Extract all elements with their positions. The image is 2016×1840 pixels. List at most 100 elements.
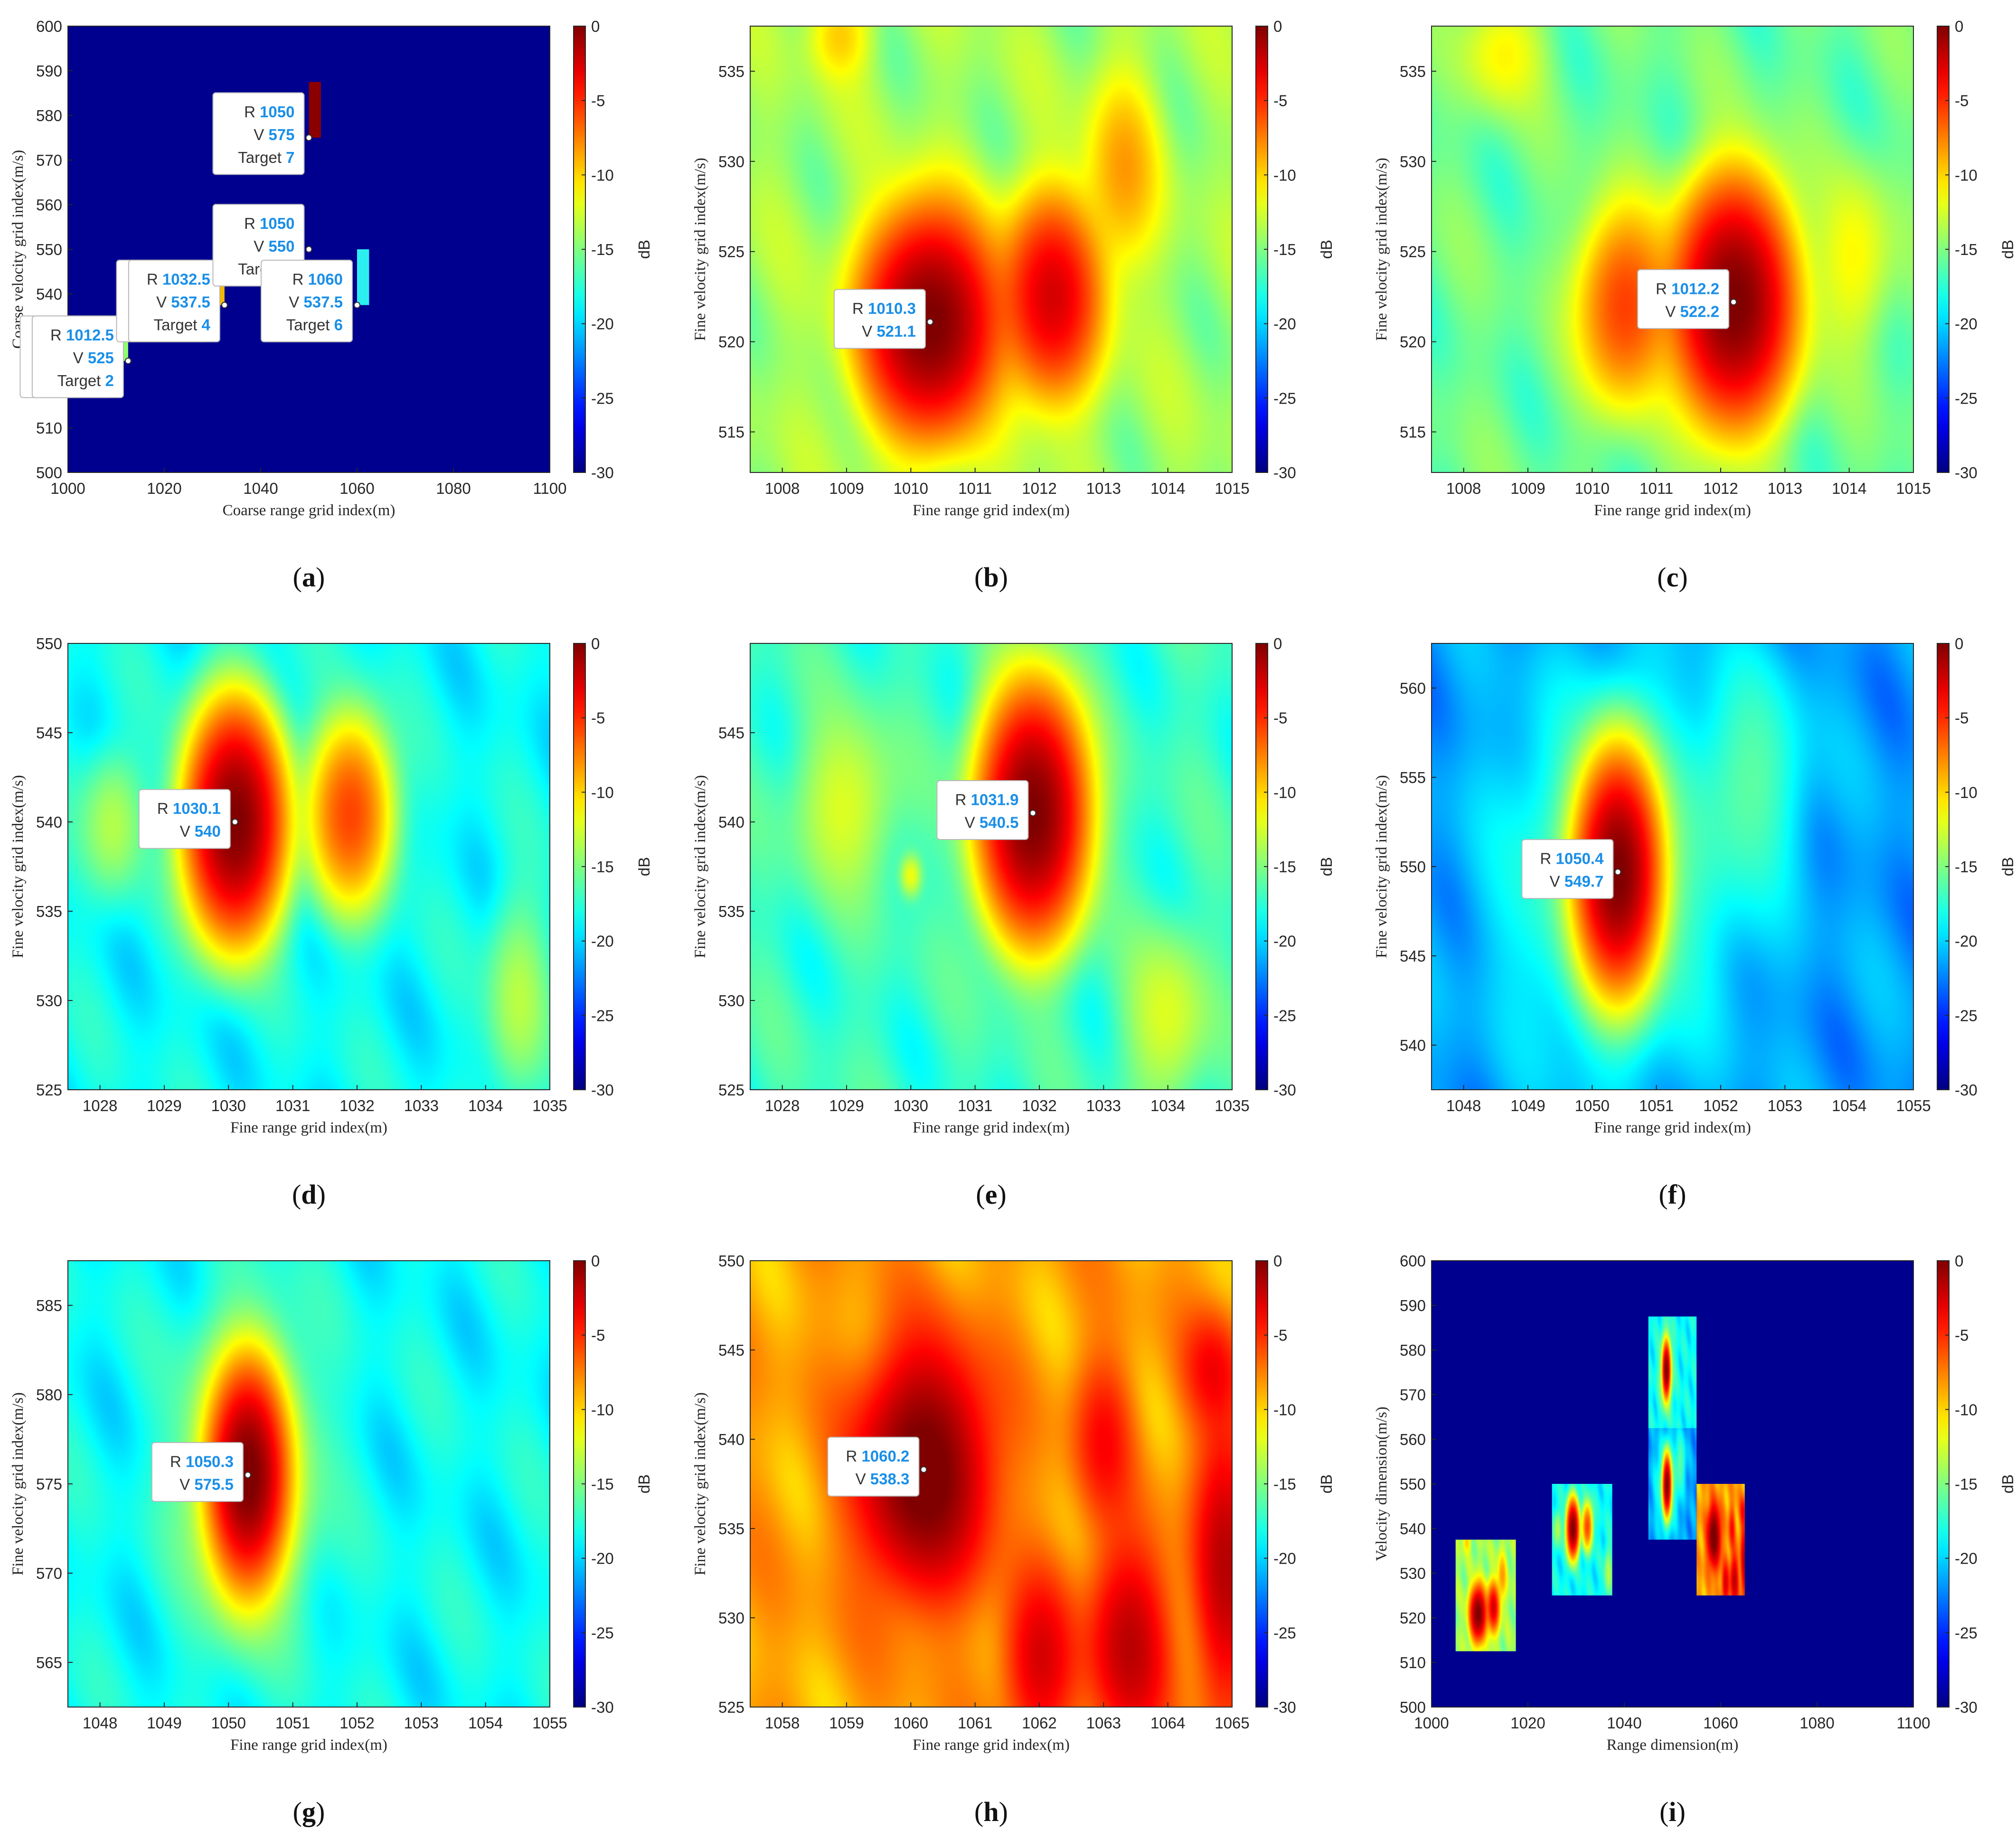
colorbar-tick-label: -30: [1955, 1698, 1978, 1716]
y-tick-label: 545: [1400, 947, 1426, 965]
datatip-a-6[interactable]: R 1060 V 537.5 Target 6: [261, 259, 360, 342]
panel-label: (h): [974, 1796, 1008, 1827]
x-tick-label: 1000: [50, 480, 85, 497]
x-tick-label: 1064: [1150, 1714, 1185, 1732]
datatip-line: V 537.5: [289, 293, 343, 311]
y-axis-label: Fine velocity grid index(m/s): [1373, 158, 1390, 341]
y-axis-label: Velocity dimension(m/s): [1373, 1406, 1390, 1561]
x-tick-label: 1054: [468, 1714, 503, 1732]
detection-cell: [357, 249, 369, 305]
colorbar-tick-label: -20: [1273, 315, 1296, 333]
datatip-marker: [920, 1466, 927, 1473]
y-tick-label: 535: [36, 903, 62, 920]
y-tick-label: 570: [36, 151, 62, 169]
datatip-box: [1521, 839, 1614, 899]
colorbar-tick-label: 0: [591, 1252, 600, 1270]
panel-label: (f): [1659, 1179, 1686, 1210]
datatip-a-4[interactable]: R 1032.5 V 537.5 Target 4: [128, 259, 228, 342]
x-tick-label: 1012: [1703, 480, 1738, 497]
colorbar-tick-label: -20: [1273, 1550, 1296, 1567]
y-axis-label: Fine velocity grid index(m/s): [9, 775, 27, 958]
colorbar-tick-label: -25: [591, 1007, 614, 1024]
datatip-line: R 1012.5: [50, 326, 114, 344]
x-tick-label: 1010: [1575, 480, 1610, 497]
x-tick-label: 1100: [533, 480, 567, 497]
y-tick-label: 525: [718, 243, 744, 261]
datatip-box: [138, 789, 231, 849]
colorbar-label: dB: [1318, 857, 1335, 876]
colorbar-tick-label: -30: [1273, 1081, 1296, 1099]
y-tick-label: 545: [36, 724, 62, 742]
x-tick-label: 1000: [1414, 1714, 1449, 1732]
x-tick-label: 1020: [1510, 1714, 1545, 1732]
datatip-f-1[interactable]: R 1050.4 V 549.7: [1521, 839, 1621, 899]
datatip-line: V 522.2: [1665, 302, 1719, 320]
datatip-line: R 1010.3: [852, 300, 916, 317]
y-tick-label: 570: [1400, 1386, 1426, 1404]
x-tick-label: 1012: [1022, 480, 1056, 497]
colorbar-tick-label: -30: [591, 1081, 614, 1099]
datatip-d-1[interactable]: R 1030.1 V 540: [138, 789, 238, 849]
colorbar-label: dB: [1318, 240, 1335, 259]
x-tick-label: 1060: [894, 1714, 928, 1732]
datatip-marker: [305, 134, 312, 141]
datatip-a-2[interactable]: R 1012.5 V 525 Target 2: [31, 315, 132, 398]
datatip-e-1[interactable]: R 1031.9 V 540.5: [936, 780, 1036, 840]
y-tick-label: 520: [718, 333, 744, 351]
y-tick-label: 570: [36, 1565, 62, 1582]
x-tick-label: 1033: [404, 1097, 439, 1114]
datatip-marker: [231, 819, 238, 825]
x-tick-label: 1013: [1768, 480, 1802, 497]
colorbar-tick-label: 0: [1955, 1252, 1963, 1270]
y-tick-label: 580: [36, 1386, 62, 1404]
x-tick-label: 1060: [339, 480, 374, 497]
datatip-line: V 537.5: [156, 293, 210, 311]
x-tick-label: 1063: [1086, 1714, 1121, 1732]
colorbar-tick-label: -5: [591, 1327, 605, 1344]
datatip-g-1[interactable]: R 1050.3 V 575.5: [151, 1442, 251, 1502]
x-tick-label: 1030: [894, 1097, 928, 1114]
y-tick-label: 535: [718, 903, 744, 920]
colorbar-tick-label: -15: [1273, 858, 1296, 876]
x-tick-label: 1048: [83, 1714, 117, 1732]
colorbar-tick-label: -20: [591, 315, 614, 333]
panel-label: (g): [293, 1796, 325, 1827]
x-tick-label: 1060: [1703, 1714, 1738, 1732]
y-tick-label: 535: [1400, 63, 1426, 80]
datatip-box: [31, 315, 124, 398]
x-tick-label: 1030: [211, 1097, 246, 1114]
colorbar-label: dB: [635, 857, 653, 876]
colorbar-tick-label: -5: [591, 92, 605, 110]
datatip-b-1[interactable]: R 1010.3 V 521.1: [833, 289, 933, 349]
datatip-marker: [124, 358, 132, 364]
datatip-a-7[interactable]: R 1050 V 575 Target 7: [212, 92, 312, 175]
y-tick-label: 545: [718, 724, 744, 742]
datatip-marker: [244, 1472, 251, 1479]
colorbar-tick-label: -25: [1955, 1007, 1978, 1024]
colorbar-tick-label: -15: [591, 858, 614, 876]
inset-g: [1648, 1316, 1697, 1428]
y-tick-label: 540: [1400, 1520, 1426, 1538]
colorbar-tick-label: -30: [1955, 1081, 1978, 1099]
datatip-line: R 1060.2: [846, 1447, 909, 1465]
x-tick-label: 1032: [339, 1097, 374, 1114]
colorbar-tick-label: 0: [1955, 635, 1963, 652]
colorbar-tick-label: -10: [591, 1401, 614, 1418]
datatip-line: V 538.3: [856, 1470, 910, 1488]
axes-box: [1431, 26, 1914, 473]
x-tick-label: 1014: [1832, 480, 1866, 497]
heatmap-image: [750, 643, 1232, 1090]
colorbar-tick-label: -25: [591, 389, 614, 407]
x-tick-label: 1014: [1150, 480, 1185, 497]
datatip-c-1[interactable]: R 1012.2 V 522.2: [1637, 269, 1737, 329]
colorbar-tick-label: -20: [1955, 1550, 1978, 1567]
x-tick-label: 1054: [1832, 1097, 1866, 1114]
y-tick-label: 515: [718, 424, 744, 441]
y-tick-label: 520: [1400, 1609, 1426, 1627]
datatip-h-1[interactable]: R 1060.2 V 538.3: [827, 1436, 927, 1497]
y-tick-label: 560: [1400, 1431, 1426, 1448]
colorbar-tick-label: -5: [1955, 1327, 1969, 1344]
x-tick-label: 1028: [765, 1097, 800, 1114]
datatip-line: R 1050: [244, 215, 294, 232]
